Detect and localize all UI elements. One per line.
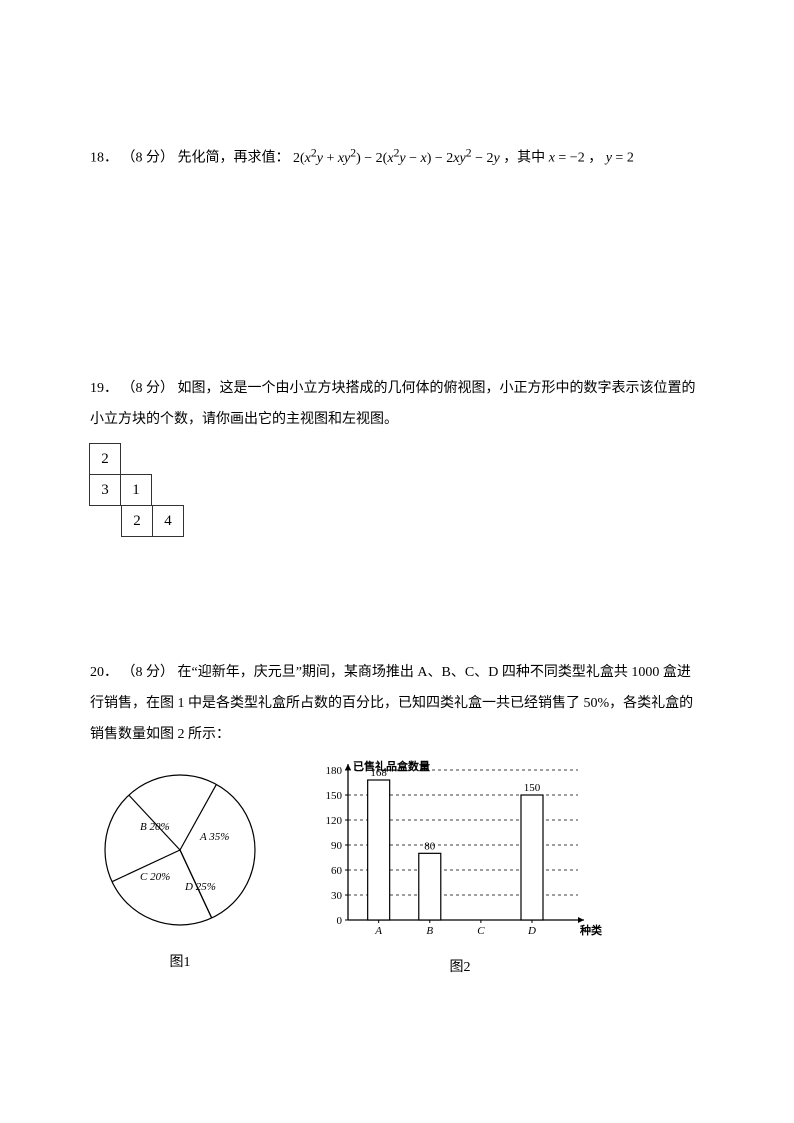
svg-text:B 20%: B 20% bbox=[140, 821, 170, 833]
problem-20: 20． （8 分） 在“迎新年，庆元旦”期间，某商场推出 A、B、C、D 四种不… bbox=[90, 658, 704, 984]
svg-text:150: 150 bbox=[524, 782, 541, 794]
problem-points: （8 分） bbox=[122, 151, 175, 166]
problem-body: 如图，这是一个由小立方块搭成的几何体的俯视图，小正方形中的数字表示该位置的小立方… bbox=[90, 381, 696, 427]
svg-text:种类: 种类 bbox=[579, 923, 603, 937]
pie-chart-block: A 35% B 20% C 20% D 25% 图1 bbox=[90, 760, 270, 979]
problem-points: （8 分） bbox=[122, 381, 175, 396]
svg-text:30: 30 bbox=[331, 890, 343, 902]
svg-text:C 20%: C 20% bbox=[140, 871, 170, 883]
bar-chart-block: 已售礼品盒数量 0 30 60 90 120 150 180 168 A 80 B C 150 D 种类 图2 bbox=[310, 760, 610, 984]
grid-cell: 4 bbox=[152, 505, 184, 537]
svg-text:90: 90 bbox=[331, 840, 343, 852]
problem-text: 19． （8 分） 如图，这是一个由小立方块搭成的几何体的俯视图，小正方形中的数… bbox=[90, 374, 704, 436]
svg-text:D: D bbox=[527, 925, 536, 937]
svg-text:A 35%: A 35% bbox=[199, 831, 229, 843]
svg-text:180: 180 bbox=[326, 765, 343, 777]
svg-text:C: C bbox=[477, 925, 485, 937]
grid-cell: 2 bbox=[121, 505, 153, 537]
problem-text: 20． （8 分） 在“迎新年，庆元旦”期间，某商场推出 A、B、C、D 四种不… bbox=[90, 658, 704, 750]
svg-text:A: A bbox=[374, 925, 382, 937]
pie-caption: 图1 bbox=[170, 948, 191, 979]
grid-cell: 1 bbox=[120, 474, 152, 506]
pie-chart: A 35% B 20% C 20% D 25% bbox=[90, 760, 270, 940]
svg-text:80: 80 bbox=[424, 841, 436, 853]
svg-text:120: 120 bbox=[326, 815, 343, 827]
problem-18: 18． （8 分） 先化简，再求值： 2(x2y + xy2) − 2(x2y … bbox=[90, 140, 704, 174]
cond2: y = 2 bbox=[606, 151, 634, 166]
problem-number: 20． bbox=[90, 665, 118, 680]
cond1: x = −2 bbox=[549, 151, 585, 166]
problem-points: （8 分） bbox=[122, 665, 175, 680]
problem-19: 19． （8 分） 如图，这是一个由小立方块搭成的几何体的俯视图，小正方形中的数… bbox=[90, 374, 704, 538]
svg-text:150: 150 bbox=[326, 790, 343, 802]
bar-caption: 图2 bbox=[450, 953, 471, 984]
svg-text:60: 60 bbox=[331, 865, 343, 877]
svg-text:168: 168 bbox=[370, 767, 387, 779]
grid-cell: 3 bbox=[89, 474, 121, 506]
grid-spacer bbox=[90, 506, 122, 538]
problem-lead: 先化简，再求值： bbox=[178, 151, 290, 166]
problem-number: 18． bbox=[90, 151, 118, 166]
bar-chart: 已售礼品盒数量 0 30 60 90 120 150 180 168 A 80 B C 150 D 种类 bbox=[310, 760, 610, 945]
problem-body: 在“迎新年，庆元旦”期间，某商场推出 A、B、C、D 四种不同类型礼盒共 100… bbox=[90, 665, 693, 742]
tail: ，其中 bbox=[503, 151, 549, 166]
grid-cell: 2 bbox=[89, 443, 121, 475]
svg-text:已售礼品盒数量: 已售礼品盒数量 bbox=[353, 760, 430, 773]
problem-number: 19． bbox=[90, 381, 118, 396]
charts-row: A 35% B 20% C 20% D 25% 图1 已售礼品盒数量 0 30 60 90 12… bbox=[90, 760, 704, 984]
svg-text:0: 0 bbox=[337, 915, 343, 927]
svg-text:D 25%: D 25% bbox=[184, 881, 216, 893]
top-view-grid: 2 3 1 2 4 bbox=[90, 444, 704, 538]
sep: ， bbox=[588, 151, 602, 166]
svg-text:B: B bbox=[426, 925, 433, 937]
expression: 2(x2y + xy2) − 2(x2y − x) − 2xy2 − 2y bbox=[293, 151, 500, 166]
